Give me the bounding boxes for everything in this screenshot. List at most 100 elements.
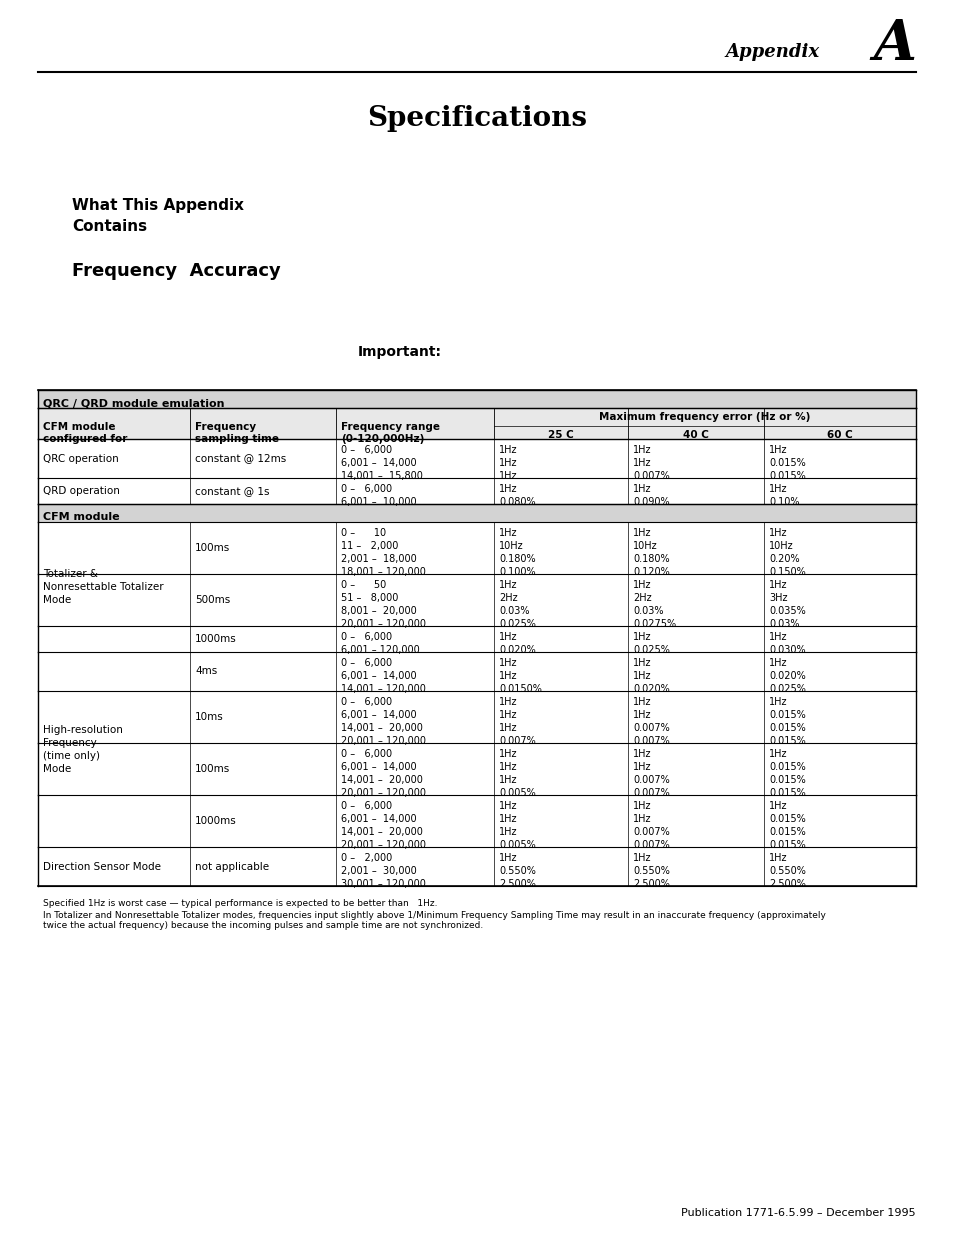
Text: 25 C: 25 C xyxy=(548,430,574,440)
Text: constant @ 1s: constant @ 1s xyxy=(194,487,269,496)
Text: 0.007%: 0.007% xyxy=(633,788,669,798)
Text: 0.025%: 0.025% xyxy=(768,684,805,694)
Text: 6,001 –  14,000: 6,001 – 14,000 xyxy=(340,710,416,720)
Text: 1Hz: 1Hz xyxy=(633,853,651,863)
Text: 6,001 –  10,000: 6,001 – 10,000 xyxy=(340,496,416,508)
Text: 6,001 –  14,000: 6,001 – 14,000 xyxy=(340,762,416,772)
Text: 0.015%: 0.015% xyxy=(768,471,805,480)
Text: 0.03%: 0.03% xyxy=(633,606,662,616)
Text: 0.015%: 0.015% xyxy=(768,814,805,824)
Text: 0.090%: 0.090% xyxy=(633,496,669,508)
Text: 10Hz: 10Hz xyxy=(633,541,657,551)
Text: 1Hz: 1Hz xyxy=(633,580,651,590)
Text: 1Hz: 1Hz xyxy=(498,748,517,760)
Text: 0.007%: 0.007% xyxy=(633,736,669,746)
Text: 1Hz: 1Hz xyxy=(498,658,517,668)
Text: 1Hz: 1Hz xyxy=(768,580,786,590)
Text: 0.015%: 0.015% xyxy=(768,776,805,785)
Bar xyxy=(38,408,915,438)
Text: 60 C: 60 C xyxy=(826,430,852,440)
Text: What This Appendix
Contains: What This Appendix Contains xyxy=(71,198,244,233)
Text: 1Hz: 1Hz xyxy=(498,710,517,720)
Text: 18,001 – 120,000: 18,001 – 120,000 xyxy=(340,567,425,577)
Text: 1Hz: 1Hz xyxy=(498,458,517,468)
Text: 0 –   6,000: 0 – 6,000 xyxy=(340,445,392,454)
Text: QRD operation: QRD operation xyxy=(43,487,120,496)
Text: 0.20%: 0.20% xyxy=(768,555,799,564)
Text: 1Hz: 1Hz xyxy=(498,484,517,494)
Text: Important:: Important: xyxy=(357,345,441,359)
Text: 30,001 – 120,000: 30,001 – 120,000 xyxy=(340,879,425,889)
Text: 0.015%: 0.015% xyxy=(768,840,805,850)
Text: 1Hz: 1Hz xyxy=(498,671,517,680)
Text: 0 –   2,000: 0 – 2,000 xyxy=(340,853,392,863)
Text: 1Hz: 1Hz xyxy=(768,697,786,706)
Text: 1Hz: 1Hz xyxy=(498,529,517,538)
Text: 100ms: 100ms xyxy=(194,764,230,774)
Text: 0.020%: 0.020% xyxy=(498,645,536,655)
Text: 8,001 –  20,000: 8,001 – 20,000 xyxy=(340,606,416,616)
Text: 1000ms: 1000ms xyxy=(194,634,236,643)
Text: 1Hz: 1Hz xyxy=(768,853,786,863)
Text: 0.0150%: 0.0150% xyxy=(498,684,541,694)
Text: 20,001 – 120,000: 20,001 – 120,000 xyxy=(340,788,426,798)
Text: 0.020%: 0.020% xyxy=(633,684,669,694)
Text: 0 –   6,000: 0 – 6,000 xyxy=(340,632,392,642)
Text: 100ms: 100ms xyxy=(194,543,230,553)
Text: 0.015%: 0.015% xyxy=(768,710,805,720)
Text: 10Hz: 10Hz xyxy=(768,541,793,551)
Text: Publication 1771-6.5.99 – December 1995: Publication 1771-6.5.99 – December 1995 xyxy=(680,1208,915,1218)
Text: 14,001 – 120,000: 14,001 – 120,000 xyxy=(340,684,425,694)
Text: 2Hz: 2Hz xyxy=(633,593,651,603)
Text: 1Hz: 1Hz xyxy=(498,802,517,811)
Text: 0.550%: 0.550% xyxy=(498,866,536,876)
Text: 1Hz: 1Hz xyxy=(633,458,651,468)
Text: 1Hz: 1Hz xyxy=(768,632,786,642)
Text: 0.120%: 0.120% xyxy=(633,567,669,577)
Text: 1Hz: 1Hz xyxy=(498,827,517,837)
Text: 1Hz: 1Hz xyxy=(498,471,517,480)
Text: 0.015%: 0.015% xyxy=(768,736,805,746)
Text: 1Hz: 1Hz xyxy=(633,671,651,680)
Text: 0.007%: 0.007% xyxy=(633,827,669,837)
Text: 2,001 –  30,000: 2,001 – 30,000 xyxy=(340,866,416,876)
Text: 1Hz: 1Hz xyxy=(633,748,651,760)
Text: 0.035%: 0.035% xyxy=(768,606,805,616)
Text: CFM module: CFM module xyxy=(43,513,119,522)
Text: 1Hz: 1Hz xyxy=(633,445,651,454)
Text: 0 –   6,000: 0 – 6,000 xyxy=(340,748,392,760)
Text: 6,001 –  14,000: 6,001 – 14,000 xyxy=(340,671,416,680)
Text: 0.007%: 0.007% xyxy=(498,736,536,746)
Text: 0.020%: 0.020% xyxy=(768,671,805,680)
Text: In Totalizer and Nonresettable Totalizer modes, frequencies input slightly above: In Totalizer and Nonresettable Totalizer… xyxy=(43,910,825,920)
Text: 20,001 – 120,000: 20,001 – 120,000 xyxy=(340,619,426,629)
Text: constant @ 12ms: constant @ 12ms xyxy=(194,453,286,463)
Text: 1Hz: 1Hz xyxy=(498,445,517,454)
Text: 14,001 –  20,000: 14,001 – 20,000 xyxy=(340,722,422,734)
Text: 0.025%: 0.025% xyxy=(633,645,669,655)
Text: QRC operation: QRC operation xyxy=(43,453,118,463)
Text: 2.500%: 2.500% xyxy=(498,879,536,889)
Text: 0 –      50: 0 – 50 xyxy=(340,580,386,590)
Bar xyxy=(38,390,915,408)
Text: 0 –   6,000: 0 – 6,000 xyxy=(340,697,392,706)
Text: 0.015%: 0.015% xyxy=(768,458,805,468)
Text: 14,001 –  15,800: 14,001 – 15,800 xyxy=(340,471,422,480)
Text: 4ms: 4ms xyxy=(194,667,217,677)
Text: 0.007%: 0.007% xyxy=(633,471,669,480)
Text: 0.015%: 0.015% xyxy=(768,827,805,837)
Text: 51 –   8,000: 51 – 8,000 xyxy=(340,593,398,603)
Text: 1Hz: 1Hz xyxy=(498,632,517,642)
Text: 1Hz: 1Hz xyxy=(498,776,517,785)
Text: 1Hz: 1Hz xyxy=(768,802,786,811)
Text: 1Hz: 1Hz xyxy=(498,580,517,590)
Text: 0 –   6,000: 0 – 6,000 xyxy=(340,484,392,494)
Text: 6,001 –  14,000: 6,001 – 14,000 xyxy=(340,814,416,824)
Text: 2Hz: 2Hz xyxy=(498,593,517,603)
Text: 0 –   6,000: 0 – 6,000 xyxy=(340,802,392,811)
Text: 1Hz: 1Hz xyxy=(633,632,651,642)
Bar xyxy=(38,504,915,522)
Text: 1Hz: 1Hz xyxy=(633,658,651,668)
Text: 1Hz: 1Hz xyxy=(633,697,651,706)
Text: Specified 1Hz is worst case — typical performance is expected to be better than : Specified 1Hz is worst case — typical pe… xyxy=(43,899,437,909)
